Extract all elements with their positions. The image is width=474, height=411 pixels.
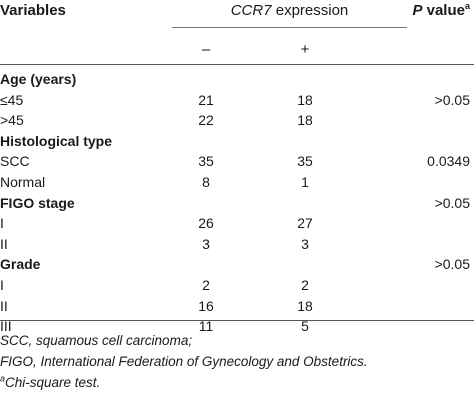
table-row: I 26 27 bbox=[0, 212, 474, 234]
row-label: ≤45 bbox=[0, 91, 24, 108]
positive-header: + bbox=[300, 41, 310, 58]
row-label: Grade bbox=[0, 256, 41, 273]
row-label: II bbox=[0, 235, 8, 252]
negative-count: 2 bbox=[202, 277, 210, 293]
row-label: SCC bbox=[0, 153, 30, 170]
p-italic: P bbox=[412, 2, 423, 19]
negative-count: 21 bbox=[198, 91, 214, 108]
row-label: FIGO stage bbox=[0, 194, 75, 211]
subheader-row: – + bbox=[0, 39, 474, 61]
positive-count: 3 bbox=[301, 235, 309, 252]
p-value: >0.05 bbox=[434, 194, 470, 211]
expression-label: expression bbox=[271, 2, 349, 19]
row-label: II bbox=[0, 297, 8, 314]
header-row: Variables CCR7 expression P valuea bbox=[0, 0, 474, 22]
table-row: ≤45 21 18 >0.05 bbox=[0, 89, 474, 111]
row-label: Age (years) bbox=[0, 71, 77, 87]
table-row: >45 22 18 bbox=[0, 109, 474, 131]
negative-count: 11 bbox=[198, 318, 214, 335]
footnotes: SCC, squamous cell carcinoma; FIGO, Inte… bbox=[0, 330, 474, 393]
variables-header: Variables bbox=[0, 2, 66, 19]
row-label: I bbox=[0, 277, 4, 293]
expression-underline bbox=[172, 27, 407, 28]
negative-count: 16 bbox=[198, 297, 214, 314]
p-value-header: P valuea bbox=[412, 0, 470, 22]
table-row: II 16 18 bbox=[0, 295, 474, 317]
gene-name: CCR7 bbox=[230, 2, 272, 19]
footnote-chi: aChi-square test. bbox=[0, 372, 474, 393]
p-value-label: value bbox=[422, 2, 465, 19]
header-bottom-rule bbox=[0, 64, 474, 65]
negative-count: 26 bbox=[198, 215, 214, 232]
expression-header: CCR7 expression bbox=[172, 0, 407, 22]
p-value: 0.0349 bbox=[427, 153, 470, 170]
footnote-figo: FIGO, International Federation of Gyneco… bbox=[0, 354, 368, 369]
positive-count: 35 bbox=[297, 153, 313, 170]
table-row: Grade >0.05 bbox=[0, 253, 474, 275]
table-row: I 2 2 bbox=[0, 274, 474, 296]
p-value-superscript: a bbox=[464, 1, 470, 11]
table-row: SCC 35 35 0.0349 bbox=[0, 150, 474, 172]
positive-count: 1 bbox=[301, 174, 309, 190]
table-row: FIGO stage >0.05 bbox=[0, 192, 474, 214]
table-bottom-rule bbox=[0, 320, 474, 321]
negative-count: 3 bbox=[202, 235, 210, 252]
negative-count: 22 bbox=[198, 112, 214, 129]
table-row: III 11 5 bbox=[0, 315, 474, 337]
table-row: Normal 8 1 bbox=[0, 171, 474, 193]
footnote-chi-text: Chi-square test. bbox=[5, 375, 101, 390]
row-label: >45 bbox=[0, 112, 24, 129]
positive-count: 18 bbox=[297, 91, 313, 108]
row-label: III bbox=[0, 318, 12, 335]
footnote-scc: SCC, squamous cell carcinoma; bbox=[0, 333, 193, 348]
positive-count: 27 bbox=[297, 215, 313, 232]
positive-count: 18 bbox=[297, 112, 313, 129]
row-label: Histological type bbox=[0, 132, 113, 149]
table-row: Age (years) bbox=[0, 68, 474, 90]
positive-count: 2 bbox=[301, 277, 309, 293]
table-row: II 3 3 bbox=[0, 233, 474, 255]
table-row: Histological type bbox=[0, 130, 474, 152]
negative-count: 35 bbox=[198, 153, 214, 170]
negative-count: 8 bbox=[202, 174, 210, 190]
row-label: I bbox=[0, 215, 4, 232]
p-value: >0.05 bbox=[434, 256, 470, 273]
negative-header: – bbox=[201, 41, 211, 58]
row-label: Normal bbox=[0, 174, 46, 190]
p-value: >0.05 bbox=[434, 91, 470, 108]
positive-count: 5 bbox=[301, 318, 309, 335]
footnote-chi-superscript: a bbox=[0, 373, 6, 384]
positive-count: 18 bbox=[297, 297, 313, 314]
